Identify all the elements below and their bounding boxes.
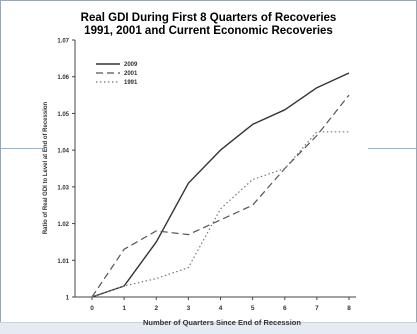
y-tick-label: 1.02 xyxy=(57,222,69,228)
legend: 2009 2001 1991 xyxy=(96,62,138,86)
y-axis-title: Ratio of Real GDI to Level at End of Rec… xyxy=(43,101,49,234)
divider-line-right xyxy=(368,148,416,149)
chart-title-line-2: 1991, 2001 and Current Economic Recoveri… xyxy=(84,25,333,37)
y-tick-label: 1.05 xyxy=(57,112,69,118)
legend-label-2001: 2001 xyxy=(124,71,138,77)
y-tick-label: 1.04 xyxy=(57,149,69,155)
divider-line-left xyxy=(1,148,45,149)
axes xyxy=(74,40,356,298)
legend-label-2009: 2009 xyxy=(124,62,138,68)
chart-title: Real GDI During First 8 Quarters of Reco… xyxy=(0,12,417,38)
x-tick-label: 0 xyxy=(90,305,94,312)
x-tick-label: 6 xyxy=(283,305,287,312)
y-tick-label: 1.03 xyxy=(57,185,69,191)
x-tick-label: 2 xyxy=(154,305,158,312)
x-tick-label: 5 xyxy=(251,305,255,312)
series-line-2001 xyxy=(91,94,350,298)
y-ticks: 1 1.01 1.02 1.03 1.04 1.05 1.06 1.07 xyxy=(57,39,75,302)
series-line-2009 xyxy=(91,72,350,298)
series-lines xyxy=(91,72,350,298)
x-ticks: 0 1 2 3 4 5 6 7 8 xyxy=(90,297,351,312)
y-tick-label: 1.07 xyxy=(57,39,69,45)
bottom-strip xyxy=(0,322,417,334)
x-axis-title: Number of Quarters Since End of Recessio… xyxy=(143,318,301,327)
x-tick-label: 4 xyxy=(219,305,223,312)
series-line-1991 xyxy=(91,131,349,298)
x-tick-label: 1 xyxy=(122,305,126,312)
legend-label-1991: 1991 xyxy=(124,80,138,86)
y-tick-label: 1 xyxy=(66,296,70,302)
y-tick-label: 1.06 xyxy=(57,75,69,81)
x-tick-label: 7 xyxy=(315,305,319,312)
x-tick-label: 3 xyxy=(187,305,191,312)
x-tick-label: 8 xyxy=(347,305,351,312)
y-tick-label: 1.01 xyxy=(57,259,69,265)
chart-title-line-1: Real GDI During First 8 Quarters of Reco… xyxy=(80,12,337,24)
